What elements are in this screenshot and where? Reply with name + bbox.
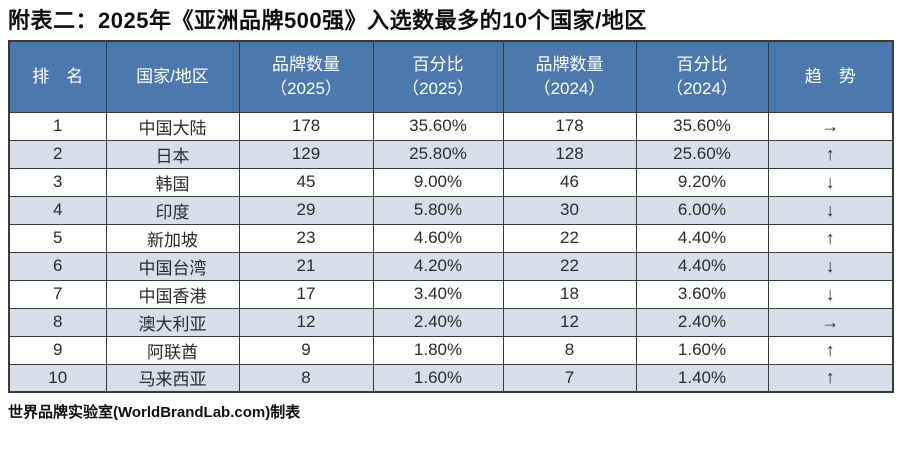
table-source-credit: 世界品牌实验室(WorldBrandLab.com)制表	[8, 404, 301, 421]
trend-arrow-icon: ↑	[767, 139, 894, 169]
cell-count-2025: 17	[238, 279, 374, 309]
cell-region: 新加坡	[105, 223, 240, 253]
brand-ranking-table: 排 名 国家/地区 品牌数量 （2025） 百分比 （2025） 品牌数量 （2…	[8, 40, 894, 393]
table-row: 8 澳大利亚 12 2.40% 12 2.40% →	[8, 307, 894, 337]
table-row: 4 印度 29 5.80% 30 6.00% ↓	[8, 195, 894, 225]
col-header-rank: 排 名	[8, 40, 107, 113]
table-row: 5 新加坡 23 4.60% 22 4.40% ↑	[8, 223, 894, 253]
cell-count-2024: 22	[502, 223, 637, 253]
cell-rank: 7	[8, 279, 107, 309]
cell-region: 中国台湾	[105, 251, 240, 281]
cell-pct-2024: 35.60%	[635, 111, 769, 141]
cell-pct-2024: 1.60%	[635, 335, 769, 365]
trend-arrow-icon: →	[767, 111, 894, 141]
col-header-rank-label: 排 名	[32, 66, 84, 86]
cell-region: 印度	[105, 195, 240, 225]
cell-pct-2025: 35.60%	[372, 111, 504, 141]
cell-pct-2024: 6.00%	[635, 195, 769, 225]
trend-arrow-icon: ↑	[767, 363, 894, 393]
col-header-trend: 趋 势	[767, 40, 894, 113]
cell-region: 澳大利亚	[105, 307, 240, 337]
col-header-count-2025: 品牌数量 （2025）	[238, 40, 374, 113]
cell-count-2024: 178	[502, 111, 637, 141]
cell-count-2024: 12	[502, 307, 637, 337]
cell-count-2025: 8	[238, 363, 374, 393]
col-header-region-label: 国家/地区	[136, 66, 209, 86]
cell-region: 阿联酋	[105, 335, 240, 365]
cell-pct-2025: 9.00%	[372, 167, 504, 197]
col-header-pct-2024: 百分比 （2024）	[635, 40, 769, 113]
col-header-count-2024: 品牌数量 （2024）	[502, 40, 637, 113]
cell-region: 马来西亚	[105, 363, 240, 393]
cell-count-2024: 22	[502, 251, 637, 281]
cell-pct-2025: 5.80%	[372, 195, 504, 225]
cell-count-2025: 23	[238, 223, 374, 253]
trend-arrow-icon: →	[767, 307, 894, 337]
table-row: 2 日本 129 25.80% 128 25.60% ↑	[8, 139, 894, 169]
cell-count-2024: 18	[502, 279, 637, 309]
trend-arrow-icon: ↑	[767, 223, 894, 253]
col-header-trend-label: 趋 势	[804, 66, 856, 86]
cell-count-2025: 9	[238, 335, 374, 365]
cell-region: 中国香港	[105, 279, 240, 309]
trend-arrow-icon: ↓	[767, 167, 894, 197]
cell-pct-2025: 4.20%	[372, 251, 504, 281]
table-row: 10 马来西亚 8 1.60% 7 1.40% ↑	[8, 363, 894, 393]
trend-arrow-icon: ↓	[767, 251, 894, 281]
cell-count-2025: 45	[238, 167, 374, 197]
table-row: 9 阿联酋 9 1.80% 8 1.60% ↑	[8, 335, 894, 365]
cell-pct-2024: 2.40%	[635, 307, 769, 337]
cell-count-2025: 12	[238, 307, 374, 337]
cell-rank: 1	[8, 111, 107, 141]
cell-pct-2024: 9.20%	[635, 167, 769, 197]
cell-count-2024: 7	[502, 363, 637, 393]
table-row: 1 中国大陆 178 35.60% 178 35.60% →	[8, 111, 894, 141]
cell-rank: 5	[8, 223, 107, 253]
trend-arrow-icon: ↑	[767, 335, 894, 365]
table-header-row: 排 名 国家/地区 品牌数量 （2025） 百分比 （2025） 品牌数量 （2…	[8, 40, 894, 113]
cell-pct-2025: 1.60%	[372, 363, 504, 393]
cell-pct-2025: 2.40%	[372, 307, 504, 337]
trend-arrow-icon: ↓	[767, 195, 894, 225]
cell-pct-2025: 4.60%	[372, 223, 504, 253]
cell-pct-2024: 3.60%	[635, 279, 769, 309]
cell-rank: 3	[8, 167, 107, 197]
cell-count-2024: 30	[502, 195, 637, 225]
cell-pct-2024: 25.60%	[635, 139, 769, 169]
cell-rank: 10	[8, 363, 107, 393]
cell-pct-2024: 4.40%	[635, 251, 769, 281]
cell-pct-2024: 1.40%	[635, 363, 769, 393]
cell-count-2025: 178	[238, 111, 374, 141]
trend-arrow-icon: ↓	[767, 279, 894, 309]
cell-count-2024: 46	[502, 167, 637, 197]
page-title: 附表二：2025年《亚洲品牌500强》入选数最多的10个国家/地区	[8, 8, 647, 33]
col-header-pct-2025: 百分比 （2025）	[372, 40, 504, 113]
table-row: 3 韩国 45 9.00% 46 9.20% ↓	[8, 167, 894, 197]
cell-rank: 6	[8, 251, 107, 281]
table-row: 6 中国台湾 21 4.20% 22 4.40% ↓	[8, 251, 894, 281]
cell-rank: 8	[8, 307, 107, 337]
cell-pct-2024: 4.40%	[635, 223, 769, 253]
cell-count-2025: 29	[238, 195, 374, 225]
cell-rank: 9	[8, 335, 107, 365]
col-header-region: 国家/地区	[105, 40, 240, 113]
cell-count-2024: 8	[502, 335, 637, 365]
table-row: 7 中国香港 17 3.40% 18 3.60% ↓	[8, 279, 894, 309]
cell-count-2025: 21	[238, 251, 374, 281]
cell-pct-2025: 3.40%	[372, 279, 504, 309]
cell-count-2025: 129	[238, 139, 374, 169]
cell-region: 中国大陆	[105, 111, 240, 141]
cell-rank: 2	[8, 139, 107, 169]
cell-rank: 4	[8, 195, 107, 225]
cell-region: 韩国	[105, 167, 240, 197]
cell-count-2024: 128	[502, 139, 637, 169]
cell-pct-2025: 25.80%	[372, 139, 504, 169]
cell-pct-2025: 1.80%	[372, 335, 504, 365]
cell-region: 日本	[105, 139, 240, 169]
